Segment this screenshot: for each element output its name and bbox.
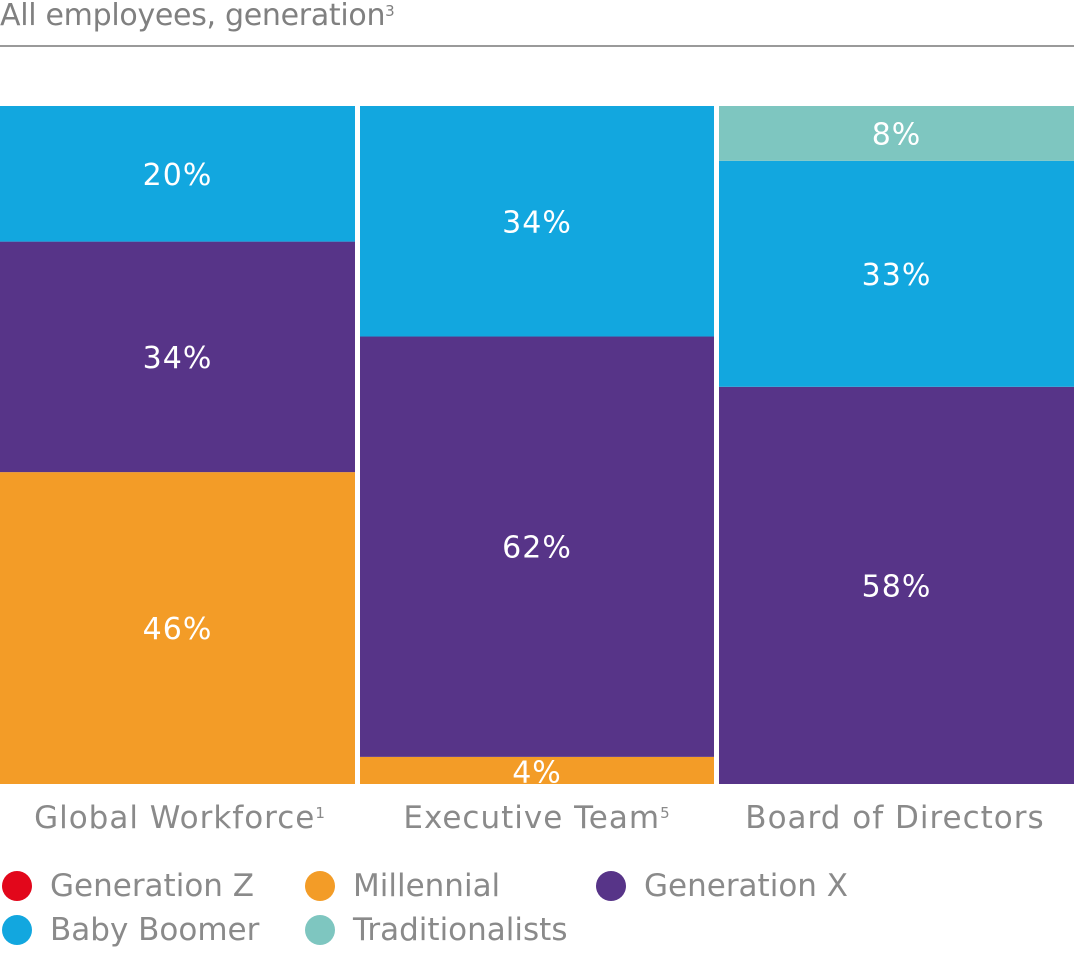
bar-segment-generation-x <box>0 241 355 473</box>
data-label: 46% <box>143 612 213 647</box>
data-label: 62% <box>502 531 572 566</box>
bar-segment-millennial <box>360 756 714 784</box>
data-label: 4% <box>512 755 562 790</box>
bar-segment-baby-boomer <box>0 106 355 242</box>
bar-segment-baby-boomer <box>719 160 1074 387</box>
legend-dot-icon <box>2 915 32 945</box>
legend-dot-icon <box>305 871 335 901</box>
title-divider <box>0 45 1074 47</box>
data-label: 20% <box>143 158 213 193</box>
chart-title-text: All employees, generation <box>0 0 386 33</box>
legend-item-traditionalists: Traditionalists <box>305 912 567 948</box>
legend-item-generation-x: Generation X <box>596 868 848 904</box>
data-label: 58% <box>862 569 932 604</box>
data-label: 33% <box>862 258 932 293</box>
bar-segment-generation-x <box>360 336 714 757</box>
bar-segment-traditionalists <box>719 106 1074 161</box>
legend-item-baby-boomer: Baby Boomer <box>2 912 259 948</box>
legend-dot-icon <box>596 871 626 901</box>
legend-dot-icon <box>2 871 32 901</box>
bar-segment-baby-boomer <box>360 106 714 337</box>
legend-item-millennial: Millennial <box>305 868 500 904</box>
category-label-board-of-directors: Board of Directors <box>745 800 1045 836</box>
category-label-executive-team: Executive Team5 <box>403 800 671 836</box>
category-label-global-workforce: Global Workforce1 <box>34 800 326 836</box>
data-label: 34% <box>143 341 213 376</box>
title-footnote: 3 <box>385 2 395 20</box>
bar-segment-generation-x <box>719 386 1074 784</box>
legend-dot-icon <box>305 915 335 945</box>
data-label: 8% <box>872 117 922 152</box>
bar-segment-millennial <box>0 472 355 784</box>
legend-item-generation-z: Generation Z <box>2 868 254 904</box>
data-label: 34% <box>502 205 572 240</box>
chart-title: All employees, generation3 <box>0 0 395 33</box>
